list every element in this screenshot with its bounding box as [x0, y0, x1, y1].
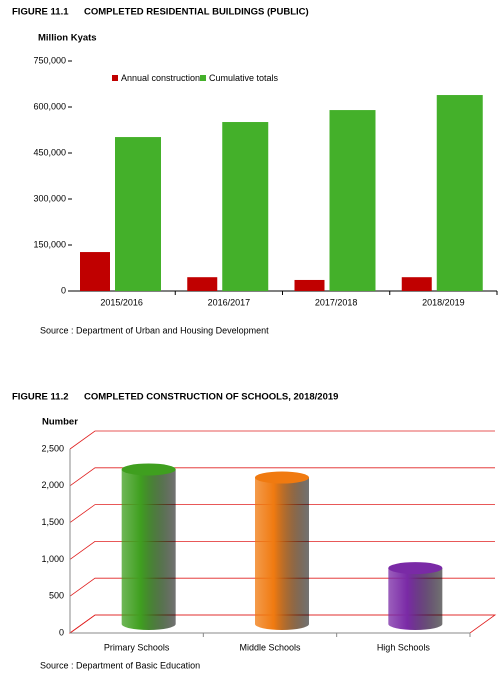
y-tick-label: 450,000 [33, 147, 66, 157]
cylinder-top [255, 471, 309, 484]
y-tick-label: 0 [61, 285, 66, 295]
chart-title: COMPLETED CONSTRUCTION OF SCHOOLS, 2018/… [84, 392, 338, 403]
x-tick-label: Middle Schools [239, 642, 301, 652]
cylinder-bar [388, 568, 443, 630]
bar [436, 95, 483, 291]
grid-line [69, 467, 495, 487]
bar [401, 277, 432, 291]
y-tick-label: 2,000 [41, 480, 64, 490]
cylinder-bar [255, 477, 309, 630]
bar [222, 122, 269, 291]
bar [187, 277, 218, 291]
y-tick-label: 750,000 [33, 55, 66, 65]
figure-number: FIGURE 11.2 [12, 392, 69, 403]
figure-number: FIGURE 11.1 [12, 7, 69, 18]
y-tick-label: 150,000 [33, 239, 66, 249]
chart-title: COMPLETED RESIDENTIAL BUILDINGS (PUBLIC) [84, 7, 309, 18]
cylinder-bar [121, 469, 176, 630]
y-tick-label: 1,000 [41, 554, 64, 564]
cylinder-top [388, 562, 443, 575]
bar [294, 279, 325, 291]
grid-line [69, 577, 495, 597]
y-tick-label: 600,000 [33, 101, 66, 111]
y-tick-label: 2,500 [41, 443, 64, 453]
y-axis-title: Number [42, 417, 78, 428]
y-tick-label: 1,500 [41, 517, 64, 527]
grid-line [69, 541, 495, 560]
legend-swatch [200, 75, 206, 81]
bar [80, 252, 110, 291]
x-tick-label: High Schools [377, 642, 431, 652]
x-tick-label: Primary Schools [104, 642, 170, 652]
y-tick-label: 0 [59, 627, 64, 637]
source: Source : Department of Basic Education [40, 660, 200, 670]
grid-line [69, 504, 495, 523]
y-tick-label: 500 [49, 591, 64, 601]
legend-label: Cumulative totals [209, 73, 279, 83]
bar [329, 110, 376, 291]
legend-swatch [112, 75, 118, 81]
cylinder-top [121, 463, 176, 476]
source: Source : Department of Urban and Housing… [40, 325, 269, 335]
legend-label: Annual construction [121, 73, 200, 83]
bar [115, 137, 161, 291]
x-tick-label: 2016/2017 [208, 297, 251, 307]
x-tick-label: 2015/2016 [100, 297, 143, 307]
x-tick-label: 2017/2018 [315, 297, 358, 307]
x-tick-label: 2018/2019 [422, 297, 465, 307]
grid-line [69, 430, 495, 450]
y-axis-title: Million Kyats [38, 33, 97, 44]
y-tick-label: 300,000 [33, 193, 66, 203]
